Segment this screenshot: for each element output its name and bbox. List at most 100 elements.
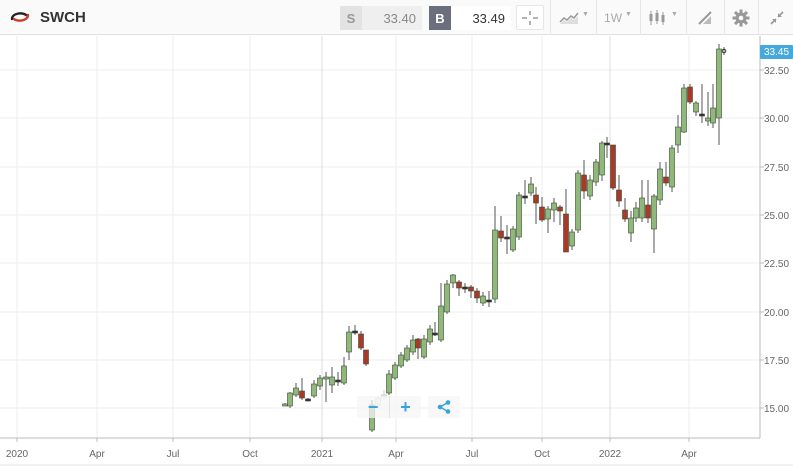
candle <box>462 283 468 293</box>
candle <box>539 197 545 222</box>
candle <box>317 375 323 390</box>
x-axis-label: Oct <box>242 449 258 460</box>
candlestick-chart[interactable]: 15.00 17.50 20.00 22.50 25.00 27.50 30.00 32.50… <box>0 36 793 468</box>
candle <box>639 180 645 222</box>
crosshair-button[interactable] <box>516 5 544 30</box>
candle <box>645 180 651 223</box>
x-axis-label: Apr <box>388 449 404 460</box>
collapse-icon <box>770 10 784 25</box>
candle <box>311 380 317 398</box>
candle <box>699 84 705 123</box>
chart-plot-area[interactable]: 15.00 17.50 20.00 22.50 25.00 27.50 30.00 32.50… <box>0 36 793 468</box>
candle <box>305 398 311 402</box>
candle <box>480 292 486 306</box>
y-axis-label: 32.50 <box>764 66 789 77</box>
divider <box>640 0 641 35</box>
share-button[interactable] <box>428 396 460 418</box>
candle <box>522 180 528 204</box>
y-axis-label: 27.50 <box>764 163 789 174</box>
interval-dropdown[interactable]: 1W ▼ <box>600 2 636 33</box>
candle <box>563 189 569 253</box>
candle <box>352 325 358 335</box>
candle <box>599 141 605 181</box>
candle <box>545 206 551 233</box>
candle <box>610 144 616 190</box>
x-axis-label: Apr <box>89 449 105 460</box>
divider <box>686 0 687 35</box>
candle <box>404 345 410 362</box>
candle <box>533 187 539 224</box>
drawing-tools-icon <box>698 10 712 25</box>
gear-icon <box>732 9 750 26</box>
candle <box>410 335 416 355</box>
toolbar: SWCH S 33.40 B 33.49 ▼ 1W ▼ <box>0 0 793 35</box>
x-axis-label: Oct <box>534 449 550 460</box>
collapse-button[interactable] <box>764 2 790 33</box>
candle <box>616 175 622 207</box>
logo-icon <box>10 12 30 22</box>
y-axis-label: 15.00 <box>764 404 789 415</box>
candle-style-button[interactable]: ▼ <box>644 2 682 33</box>
drawing-tools-button[interactable] <box>690 2 720 33</box>
candle <box>663 162 669 186</box>
candlestick-icon <box>649 9 665 25</box>
divider <box>596 0 597 35</box>
buy-button[interactable]: B <box>429 6 451 30</box>
candle <box>710 84 716 128</box>
candle <box>299 378 305 400</box>
candle <box>528 177 534 196</box>
candle <box>504 225 510 254</box>
candle <box>468 285 474 298</box>
x-axis-label: Jul <box>167 449 180 460</box>
candle <box>492 206 498 303</box>
y-axis-label: 22.50 <box>764 259 789 270</box>
y-axis-label: 17.50 <box>764 356 789 367</box>
candle <box>392 362 398 380</box>
candle <box>705 92 711 126</box>
candle <box>569 229 575 250</box>
sell-button[interactable]: S <box>340 6 362 30</box>
chevron-down-icon: ▼ <box>582 11 589 18</box>
candle <box>593 159 599 186</box>
candle <box>323 372 329 402</box>
candle <box>358 331 364 350</box>
candle <box>551 198 557 222</box>
chevron-down-icon: ▼ <box>671 11 678 18</box>
buy-price[interactable]: 33.49 <box>451 6 511 30</box>
y-axis-label: 20.00 <box>764 308 789 319</box>
candle <box>716 44 722 145</box>
settings-button[interactable] <box>728 2 754 33</box>
candle <box>432 322 438 336</box>
candle <box>628 211 634 242</box>
last-price-label: 33.45 <box>760 45 793 59</box>
candle <box>693 101 699 116</box>
zoom-in-button[interactable]: + <box>389 396 421 418</box>
candle <box>415 338 421 359</box>
x-axis-label: 2020 <box>6 449 29 460</box>
candle <box>398 352 404 368</box>
divider <box>758 0 759 35</box>
candle <box>510 226 516 252</box>
candle <box>346 326 352 360</box>
candle <box>498 216 504 242</box>
candle <box>450 274 456 288</box>
symbol-title: SWCH <box>40 9 86 26</box>
line-chart-type-icon <box>559 12 579 24</box>
divider <box>724 0 725 35</box>
x-axis-label: 2022 <box>599 449 622 460</box>
x-axis-label: Apr <box>681 449 697 460</box>
candle <box>438 283 444 342</box>
chart-type-button[interactable]: ▼ <box>556 2 592 33</box>
sell-price[interactable]: 33.40 <box>362 6 422 30</box>
zoom-out-button[interactable]: − <box>367 396 379 417</box>
candle <box>681 84 687 133</box>
zoom-controls: − + <box>357 396 421 418</box>
candle <box>604 137 610 158</box>
candle <box>335 372 341 386</box>
candle <box>516 192 522 240</box>
candle <box>557 205 563 225</box>
candle <box>474 288 480 303</box>
candle <box>657 162 663 205</box>
share-icon <box>437 400 451 414</box>
